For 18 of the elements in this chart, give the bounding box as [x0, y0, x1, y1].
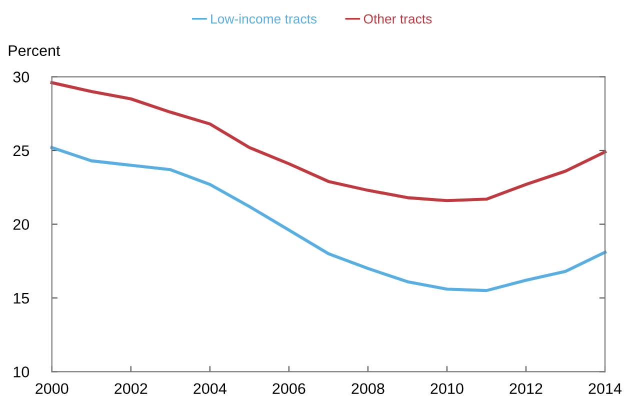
x-tick-label: 2002	[114, 383, 148, 394]
x-tick-label: 2008	[352, 383, 384, 394]
x-tick-label: 2006	[272, 383, 306, 394]
legend-label: Low-income tracts	[211, 14, 317, 24]
y-tick-label: 30	[13, 72, 30, 82]
line-series	[50, 81, 607, 202]
x-tick-label: 2000	[36, 383, 68, 394]
y-axis-title: Percent	[8, 45, 60, 56]
y-tick-label: 15	[14, 292, 30, 304]
y-tick-label: 25	[13, 145, 30, 156]
line-series	[50, 146, 607, 292]
y-tick-label: 10	[14, 366, 30, 378]
x-tick-label: 2010	[430, 383, 464, 394]
legend-label: Other tracts	[364, 14, 432, 24]
x-tick-label: 2012	[510, 383, 542, 394]
x-tick-label: 2004	[194, 383, 226, 394]
x-tick-label: 2014	[588, 383, 622, 394]
y-tick-label: 20	[13, 219, 30, 230]
